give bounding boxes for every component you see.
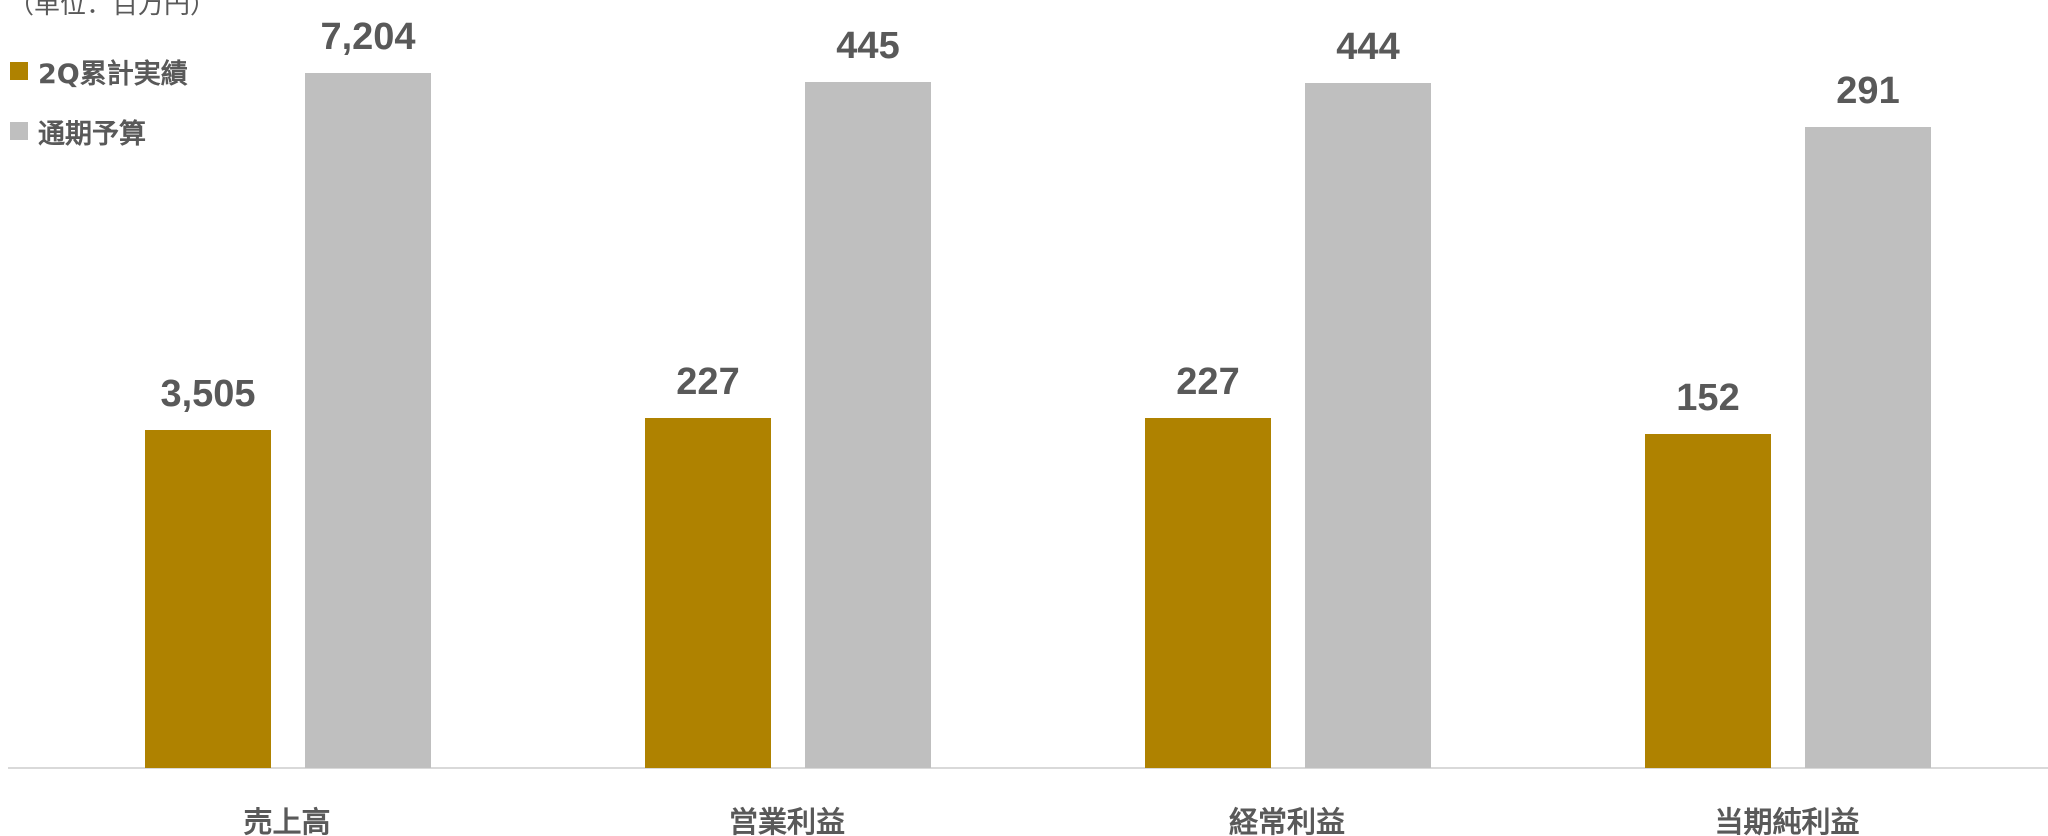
bar-actual-0 xyxy=(145,430,271,768)
bar-actual-1 xyxy=(645,418,771,768)
data-label-actual-2: 227 xyxy=(1176,361,1239,403)
category-label-0: 売上高 xyxy=(243,805,330,836)
bar-budget-1 xyxy=(805,82,931,768)
bar-actual-3 xyxy=(1645,434,1771,768)
category-label-2: 経常利益 xyxy=(1229,805,1345,836)
data-label-actual-1: 227 xyxy=(676,361,739,403)
bar-budget-3 xyxy=(1805,127,1931,768)
category-label-3: 当期純利益 xyxy=(1714,805,1859,836)
data-label-actual-3: 152 xyxy=(1676,377,1739,419)
data-label-budget-2: 444 xyxy=(1336,26,1399,68)
category-label-1: 営業利益 xyxy=(729,805,845,836)
data-label-budget-1: 445 xyxy=(836,25,899,67)
data-label-budget-0: 7,204 xyxy=(320,16,415,58)
bar-actual-2 xyxy=(1145,418,1271,768)
bar-budget-0 xyxy=(305,73,431,768)
data-label-actual-0: 3,505 xyxy=(160,373,255,415)
data-label-budget-3: 291 xyxy=(1836,70,1899,112)
bar-budget-2 xyxy=(1305,83,1431,768)
